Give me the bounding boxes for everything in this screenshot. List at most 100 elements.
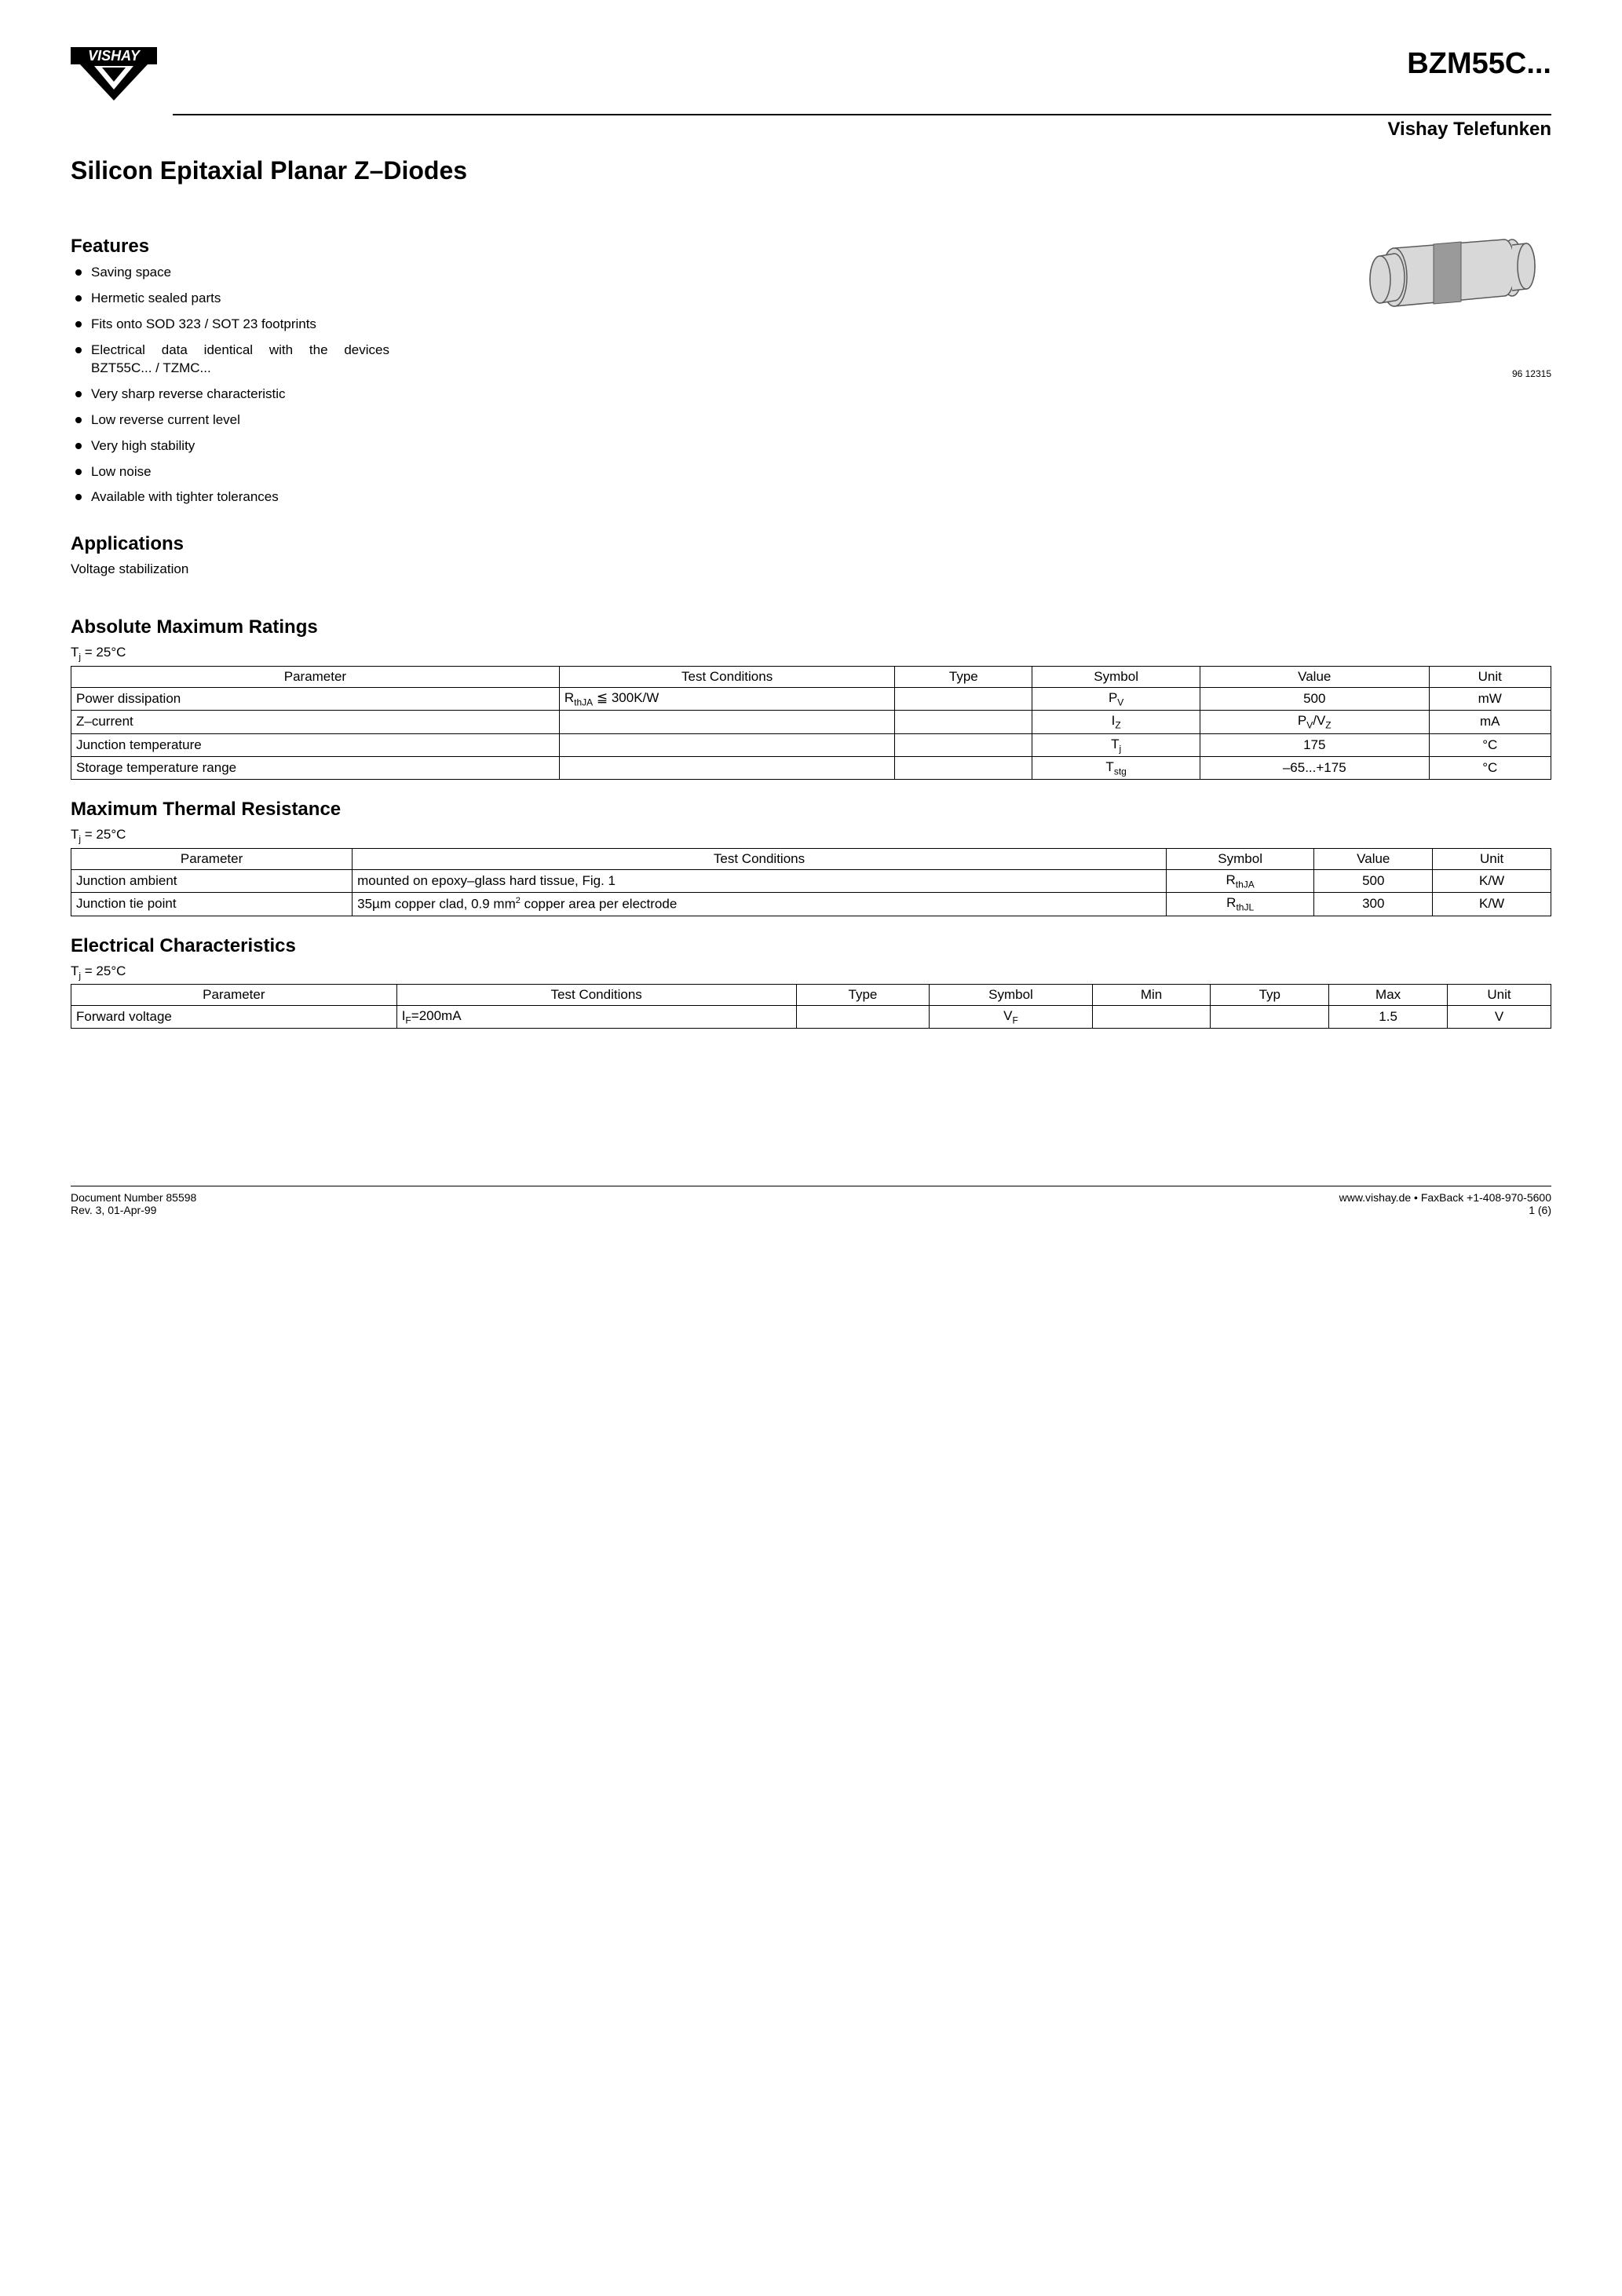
cell-unit: K/W bbox=[1433, 869, 1551, 892]
abs-max-heading: Absolute Maximum Ratings bbox=[71, 616, 1551, 638]
col-parameter: Parameter bbox=[71, 848, 353, 869]
features-row: Features Saving space Hermetic sealed pa… bbox=[71, 217, 1551, 514]
thermal-condition: Tj = 25°C bbox=[71, 827, 1551, 844]
col-type: Type bbox=[796, 984, 930, 1005]
table-row: Storage temperature range Tstg –65...+17… bbox=[71, 756, 1551, 779]
col-unit: Unit bbox=[1429, 666, 1551, 687]
cell-value: 500 bbox=[1314, 869, 1433, 892]
cell-parameter: Storage temperature range bbox=[71, 756, 560, 779]
cell-value: 300 bbox=[1314, 893, 1433, 916]
col-value: Value bbox=[1314, 848, 1433, 869]
cell-type bbox=[796, 1005, 930, 1028]
feature-list: Saving space Hermetic sealed parts Fits … bbox=[71, 264, 1332, 506]
abs-max-condition: Tj = 25°C bbox=[71, 645, 1551, 662]
cell-symbol: VF bbox=[930, 1005, 1092, 1028]
col-value: Value bbox=[1200, 666, 1430, 687]
cell-unit: °C bbox=[1429, 756, 1551, 779]
table-header-row: Parameter Test Conditions Symbol Value U… bbox=[71, 848, 1551, 869]
cell-test: RthJA ≦ 300K/W bbox=[559, 687, 895, 710]
svg-text:VISHAY: VISHAY bbox=[88, 48, 141, 64]
vishay-logo: VISHAY bbox=[71, 47, 157, 106]
header: VISHAY BZM55C... bbox=[71, 47, 1551, 106]
component-image-column: 96 12315 bbox=[1332, 217, 1551, 379]
col-min: Min bbox=[1092, 984, 1211, 1005]
cell-typ bbox=[1211, 1005, 1329, 1028]
applications-heading: Applications bbox=[71, 533, 1551, 555]
cell-test: IF=200mA bbox=[396, 1005, 796, 1028]
cell-parameter: Junction temperature bbox=[71, 733, 560, 756]
cell-type bbox=[895, 733, 1032, 756]
electrical-heading: Electrical Characteristics bbox=[71, 935, 1551, 957]
cell-parameter: Forward voltage bbox=[71, 1005, 397, 1028]
cell-type bbox=[895, 711, 1032, 733]
cell-unit: mW bbox=[1429, 687, 1551, 710]
abs-max-table: Parameter Test Conditions Type Symbol Va… bbox=[71, 666, 1551, 781]
part-number: BZM55C... bbox=[173, 47, 1551, 81]
cell-symbol: Tj bbox=[1032, 733, 1200, 756]
cell-symbol: IZ bbox=[1032, 711, 1200, 733]
cell-test bbox=[559, 733, 895, 756]
col-parameter: Parameter bbox=[71, 984, 397, 1005]
col-unit: Unit bbox=[1433, 848, 1551, 869]
component-image-caption: 96 12315 bbox=[1332, 368, 1551, 379]
features-heading: Features bbox=[71, 236, 1332, 258]
document-title: Silicon Epitaxial Planar Z–Diodes bbox=[71, 156, 1551, 185]
table-row: Junction ambient mounted on epoxy–glass … bbox=[71, 869, 1551, 892]
col-symbol: Symbol bbox=[1032, 666, 1200, 687]
feature-item: Low noise bbox=[71, 463, 1332, 481]
col-unit: Unit bbox=[1448, 984, 1551, 1005]
col-symbol: Symbol bbox=[1166, 848, 1314, 869]
applications-text: Voltage stabilization bbox=[71, 561, 1551, 577]
cell-test bbox=[559, 711, 895, 733]
cell-symbol: RthJL bbox=[1166, 893, 1314, 916]
cell-max: 1.5 bbox=[1329, 1005, 1448, 1028]
col-test: Test Conditions bbox=[353, 848, 1167, 869]
footer: Document Number 85598 Rev. 3, 01-Apr-99 … bbox=[71, 1186, 1551, 1216]
cell-value: PV/VZ bbox=[1200, 711, 1430, 733]
footer-right: www.vishay.de • FaxBack +1-408-970-5600 … bbox=[1339, 1191, 1551, 1216]
page-number: 1 (6) bbox=[1339, 1204, 1551, 1216]
cell-test: 35µm copper clad, 0.9 mm2 copper area pe… bbox=[353, 893, 1167, 916]
table-header-row: Parameter Test Conditions Type Symbol Mi… bbox=[71, 984, 1551, 1005]
feature-item: Low reverse current level bbox=[71, 411, 1332, 430]
cell-value: 175 bbox=[1200, 733, 1430, 756]
col-symbol: Symbol bbox=[930, 984, 1092, 1005]
cell-parameter: Power dissipation bbox=[71, 687, 560, 710]
cell-min bbox=[1092, 1005, 1211, 1028]
feature-item: Electrical data identical with the devic… bbox=[71, 342, 389, 378]
cell-unit: mA bbox=[1429, 711, 1551, 733]
cell-value: 500 bbox=[1200, 687, 1430, 710]
feature-item: Very high stability bbox=[71, 437, 1332, 455]
col-typ: Typ bbox=[1211, 984, 1329, 1005]
cell-unit: V bbox=[1448, 1005, 1551, 1028]
doc-number: Document Number 85598 bbox=[71, 1191, 196, 1204]
feature-item: Very sharp reverse characteristic bbox=[71, 386, 1332, 404]
electrical-table: Parameter Test Conditions Type Symbol Mi… bbox=[71, 984, 1551, 1029]
col-parameter: Parameter bbox=[71, 666, 560, 687]
cell-type bbox=[895, 756, 1032, 779]
electrical-condition: Tj = 25°C bbox=[71, 963, 1551, 981]
table-row: Power dissipation RthJA ≦ 300K/W PV 500 … bbox=[71, 687, 1551, 710]
col-test: Test Conditions bbox=[559, 666, 895, 687]
cell-test: mounted on epoxy–glass hard tissue, Fig.… bbox=[353, 869, 1167, 892]
url-fax: www.vishay.de • FaxBack +1-408-970-5600 bbox=[1339, 1191, 1551, 1204]
features-column: Features Saving space Hermetic sealed pa… bbox=[71, 217, 1332, 514]
feature-item: Saving space bbox=[71, 264, 1332, 282]
cell-type bbox=[895, 687, 1032, 710]
col-max: Max bbox=[1329, 984, 1448, 1005]
col-type: Type bbox=[895, 666, 1032, 687]
cell-symbol: RthJA bbox=[1166, 869, 1314, 892]
feature-item: Hermetic sealed parts bbox=[71, 290, 1332, 308]
company-name: Vishay Telefunken bbox=[71, 119, 1551, 141]
thermal-heading: Maximum Thermal Resistance bbox=[71, 799, 1551, 821]
revision: Rev. 3, 01-Apr-99 bbox=[71, 1204, 196, 1216]
thermal-table: Parameter Test Conditions Symbol Value U… bbox=[71, 848, 1551, 916]
cell-parameter: Junction tie point bbox=[71, 893, 353, 916]
feature-item: Available with tighter tolerances bbox=[71, 488, 1332, 506]
cell-symbol: PV bbox=[1032, 687, 1200, 710]
cell-parameter: Z–current bbox=[71, 711, 560, 733]
cell-symbol: Tstg bbox=[1032, 756, 1200, 779]
table-header-row: Parameter Test Conditions Type Symbol Va… bbox=[71, 666, 1551, 687]
table-row: Junction tie point 35µm copper clad, 0.9… bbox=[71, 893, 1551, 916]
cell-unit: K/W bbox=[1433, 893, 1551, 916]
